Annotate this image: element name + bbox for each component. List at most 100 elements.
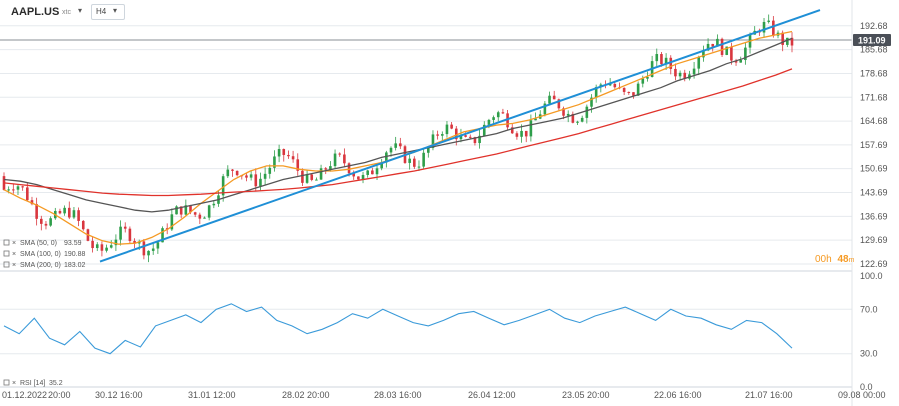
time-tick-label: 28.02 20:00	[282, 390, 330, 400]
sma-line-2	[3, 37, 793, 213]
candle-body	[557, 99, 561, 109]
time-tick-label: 28.03 16:00	[374, 390, 422, 400]
legend-sma50[interactable]: × SMA (50, 0) 93.59	[3, 239, 82, 247]
candle-body	[417, 166, 421, 168]
settings-icon[interactable]	[3, 239, 10, 246]
candle-body	[179, 206, 183, 215]
sma-line-3	[3, 68, 793, 197]
candle-body	[641, 78, 645, 84]
candle-body	[184, 205, 188, 215]
candle-body	[445, 124, 449, 135]
candle-body	[571, 113, 575, 123]
candle-body	[482, 124, 486, 136]
legend-rsi-name: RSI [14]	[20, 380, 45, 387]
legend-close-icon[interactable]: ×	[12, 380, 16, 387]
candle-body	[268, 167, 272, 174]
candle-body	[706, 43, 710, 51]
price-tick-label: 129.69	[860, 235, 888, 245]
candle-body	[371, 170, 374, 175]
rsi-tick-label: 100.0	[860, 271, 883, 281]
candle-body	[440, 134, 444, 136]
candle-body	[273, 156, 276, 168]
rsi-line	[3, 303, 793, 355]
candle-body	[254, 174, 258, 187]
price-axis: 192.68 185.68 178.68 171.68 164.68 157.69 150.…	[860, 21, 888, 269]
candle-body	[305, 174, 309, 183]
legend-sma200[interactable]: × SMA (200, 0) 183.02	[3, 261, 86, 269]
candle-body	[566, 113, 570, 116]
candle-body	[147, 250, 150, 256]
candle-body	[245, 175, 248, 178]
candle-body	[781, 32, 784, 45]
candle-body	[338, 153, 342, 155]
current-price-tag: 191.09	[853, 34, 891, 46]
candle-body	[319, 168, 323, 180]
candle-body	[142, 241, 146, 256]
time-axis: 01.12.2022 20:00 30.12 16:00 31.01 12:00 28.…	[2, 390, 886, 400]
candle-body	[627, 91, 631, 93]
settings-icon[interactable]	[3, 261, 10, 268]
legend-close-icon[interactable]: ×	[12, 262, 16, 269]
candle-body	[315, 179, 318, 181]
price-tag-bg	[853, 34, 891, 46]
candle-body	[296, 159, 300, 171]
legend-sma50-value: 93.59	[64, 240, 82, 247]
candle-body	[590, 97, 593, 107]
candle-body	[161, 228, 164, 243]
candle-body	[189, 205, 192, 213]
candle-body	[492, 117, 495, 120]
candle-body	[259, 178, 262, 187]
candle-body	[282, 149, 286, 155]
candle-body	[454, 128, 458, 140]
candle-body	[399, 143, 402, 147]
candle-body	[520, 130, 523, 137]
candle-body	[114, 239, 118, 246]
settings-icon[interactable]	[3, 379, 10, 386]
candle-body	[636, 83, 640, 96]
candle-body	[594, 87, 598, 98]
candle-body	[436, 134, 439, 136]
candle-body	[529, 120, 533, 137]
candle-body	[310, 174, 314, 180]
legend-sma100[interactable]: × SMA (100, 0) 190.88	[3, 250, 86, 258]
price-tick-label: 122.69	[860, 259, 888, 269]
candle-body	[427, 147, 430, 153]
settings-icon[interactable]	[3, 250, 10, 257]
candle-body	[762, 21, 766, 33]
candle-body	[170, 214, 174, 230]
legend-sma200-name: SMA (200, 0)	[20, 262, 61, 269]
timeframe-selector[interactable]: H4 ▾	[91, 4, 125, 20]
candle-body	[119, 226, 122, 240]
candle-body	[72, 210, 76, 218]
legend-close-icon[interactable]: ×	[12, 240, 16, 247]
candle-body	[91, 240, 94, 249]
legend-close-icon[interactable]: ×	[12, 251, 16, 258]
candle-body	[674, 68, 677, 77]
candle-body	[357, 176, 360, 180]
trendline[interactable]	[99, 9, 821, 263]
candle-body	[646, 76, 649, 79]
candle-body	[361, 174, 365, 180]
candle-body	[580, 117, 584, 122]
price-tick-label: 136.69	[860, 211, 888, 221]
legend-sma50-name: SMA (50, 0)	[20, 240, 57, 247]
candle-body	[193, 212, 197, 215]
price-tick-label: 171.68	[860, 92, 888, 102]
symbol-dropdown-icon[interactable]: ▾	[78, 6, 83, 15]
candle-body	[422, 152, 425, 167]
candle-body	[207, 205, 211, 218]
current-price: 191.09	[858, 36, 886, 46]
candle-body	[226, 169, 230, 177]
candle-body	[716, 38, 719, 47]
symbol-label[interactable]: AAPL.US	[11, 6, 60, 18]
price-tick-label: 150.69	[860, 164, 888, 174]
candle-body	[301, 170, 304, 183]
rsi-legend[interactable]: × RSI [14] 35.2	[3, 379, 63, 387]
candle-body	[333, 153, 337, 167]
price-tick-label: 143.69	[860, 187, 888, 197]
price-tick-label: 185.68	[860, 45, 888, 55]
price-tick-label: 192.68	[860, 21, 888, 31]
price-tick-label: 178.68	[860, 68, 888, 78]
candle-body	[534, 118, 537, 121]
